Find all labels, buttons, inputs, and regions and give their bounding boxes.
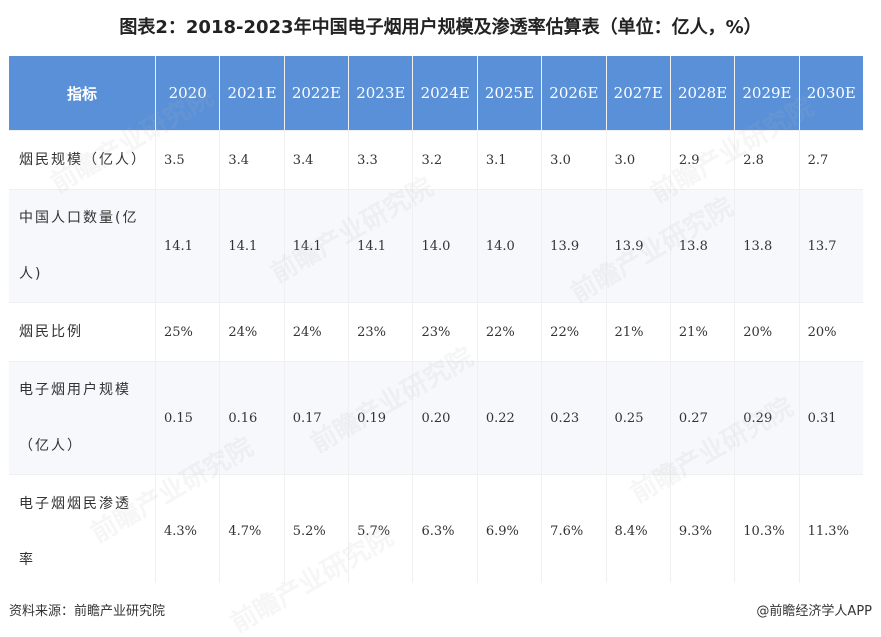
header-year: 2024E xyxy=(413,56,477,130)
table-cell: 3.0 xyxy=(606,131,670,189)
data-table: 指标 2020 2021E 2022E 2023E 2024E 2025E 2026E 202… xyxy=(9,56,863,588)
table-cell: 14.1 xyxy=(156,190,220,302)
table-cell: 0.20 xyxy=(413,362,477,474)
table-cell: 5.7% xyxy=(349,475,413,588)
table-cell: 4.3% xyxy=(156,475,220,588)
table-cell: 3.4 xyxy=(220,131,284,189)
table-cell: 25% xyxy=(156,303,220,361)
row-label: 电子烟烟民渗透率 xyxy=(9,475,155,588)
table-cell: 0.19 xyxy=(349,362,413,474)
table-cell: 0.16 xyxy=(220,362,284,474)
header-year: 2028E xyxy=(670,56,735,130)
table-cell: 6.3% xyxy=(413,475,477,588)
table-cell: 3.3 xyxy=(349,131,413,189)
table-cell: 0.31 xyxy=(799,362,863,474)
table-cell: 14.1 xyxy=(349,190,413,302)
table-cell: 8.4% xyxy=(606,475,670,588)
table-cell: 0.25 xyxy=(606,362,670,474)
header-indicator: 指标 xyxy=(9,56,155,130)
table-cell: 14.0 xyxy=(477,190,542,302)
table-cell: 0.17 xyxy=(284,362,349,474)
table-cell: 14.1 xyxy=(220,190,284,302)
header-year: 2020 xyxy=(156,56,220,130)
source-note: 资料来源：前瞻产业研究院 xyxy=(9,603,166,619)
table-cell: 3.1 xyxy=(477,131,542,189)
header-year: 2025E xyxy=(477,56,542,130)
header-year: 2023E xyxy=(349,56,413,130)
row-label: 烟民规模（亿人） xyxy=(9,131,155,189)
table-cell: 7.6% xyxy=(542,475,606,588)
table-cell: 6.9% xyxy=(477,475,542,588)
footer: 资料来源：前瞻产业研究院 @前瞻经济学人APP xyxy=(9,597,872,621)
row-label: 烟民比例 xyxy=(9,303,155,361)
table-cell: 13.7 xyxy=(799,190,863,302)
table-cell: 21% xyxy=(670,303,735,361)
header-year: 2027E xyxy=(606,56,670,130)
row-label: 中国人口数量(亿人) xyxy=(9,190,155,302)
table-cell: 14.1 xyxy=(284,190,349,302)
page-title: 图表2：2018-2023年中国电子烟用户规模及渗透率估算表（单位：亿人，%） xyxy=(119,17,762,38)
table-cell: 14.0 xyxy=(413,190,477,302)
table-cell: 3.0 xyxy=(542,131,606,189)
table-cell: 9.3% xyxy=(670,475,735,588)
table-cell: 24% xyxy=(284,303,349,361)
table-cell: 20% xyxy=(799,303,863,361)
table-cell: 13.8 xyxy=(670,190,735,302)
table-cell: 13.9 xyxy=(542,190,606,302)
table-cell: 10.3% xyxy=(735,475,799,588)
table-cell: 22% xyxy=(477,303,542,361)
row-label: 电子烟用户规模（亿人） xyxy=(9,362,155,474)
table-cell: 23% xyxy=(349,303,413,361)
table-cell: 20% xyxy=(735,303,799,361)
app-credit: @前瞻经济学人APP xyxy=(756,603,872,619)
table-cell: 13.8 xyxy=(735,190,799,302)
header-year: 2026E xyxy=(542,56,606,130)
table-cell: 21% xyxy=(606,303,670,361)
table-cell: 0.22 xyxy=(477,362,542,474)
table-cell: 0.23 xyxy=(542,362,606,474)
table-cell: 3.5 xyxy=(156,131,220,189)
table-cell: 3.4 xyxy=(284,131,349,189)
table-cell: 0.27 xyxy=(670,362,735,474)
table-cell: 2.9 xyxy=(670,131,735,189)
table-cell: 0.29 xyxy=(735,362,799,474)
header-year: 2022E xyxy=(284,56,349,130)
table-cell: 22% xyxy=(542,303,606,361)
header-year: 2021E xyxy=(220,56,284,130)
table-cell: 13.9 xyxy=(606,190,670,302)
table-cell: 23% xyxy=(413,303,477,361)
table-cell: 3.2 xyxy=(413,131,477,189)
header-year: 2030E xyxy=(799,56,863,130)
table-cell: 4.7% xyxy=(220,475,284,588)
table-cell: 11.3% xyxy=(799,475,863,588)
table-cell: 24% xyxy=(220,303,284,361)
header-year: 2029E xyxy=(735,56,799,130)
table-cell: 5.2% xyxy=(284,475,349,588)
table-cell: 2.7 xyxy=(799,131,863,189)
table-cell: 2.8 xyxy=(735,131,799,189)
table-cell: 0.15 xyxy=(156,362,220,474)
